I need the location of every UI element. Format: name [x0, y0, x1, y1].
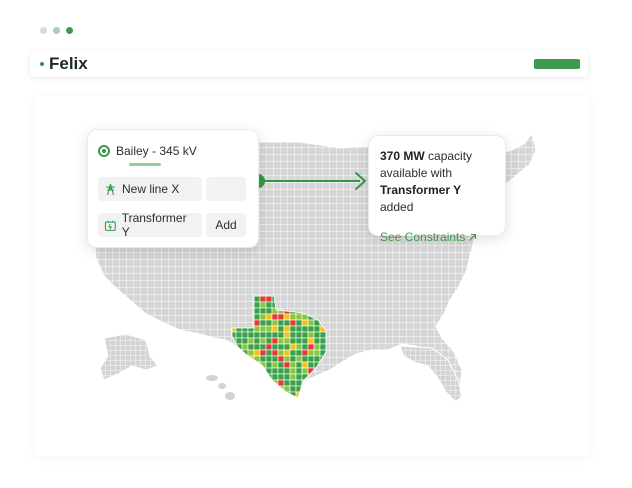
transformer-field[interactable]: Transformer Y	[98, 211, 202, 239]
capacity-suffix: added	[380, 200, 414, 214]
transmission-tower-icon	[106, 183, 115, 195]
capacity-text: capacity available with	[380, 149, 473, 180]
substation-label: Bailey - 345 kV	[116, 144, 197, 158]
capacity-value: 370 MW	[380, 149, 425, 163]
substation-selector[interactable]: Bailey - 345 kV	[98, 140, 248, 162]
add-transformer-button[interactable]: Add	[206, 213, 246, 237]
alaska	[99, 333, 159, 381]
app-title: Felix	[49, 54, 88, 73]
brand[interactable]: Felix	[40, 54, 88, 74]
see-constraints-label: See Constraints	[380, 230, 466, 244]
component-name: Transformer Y	[380, 183, 462, 197]
brand-dot-icon	[40, 62, 44, 66]
capacity-result-card: 370 MW capacity available with Transform…	[368, 135, 506, 244]
radio-icon[interactable]	[98, 145, 110, 157]
substation-underline	[129, 163, 161, 166]
arrow-up-right-icon	[469, 233, 477, 241]
texas-outline	[231, 295, 327, 399]
window-controls	[40, 27, 73, 34]
transformer-icon	[104, 220, 116, 231]
header-action-button[interactable]	[534, 59, 580, 69]
new-line-row: New line X	[98, 177, 248, 201]
texas-region[interactable]	[230, 290, 332, 404]
see-constraints-link[interactable]: See Constraints	[380, 229, 494, 246]
hawaii	[206, 375, 235, 400]
transformer-row: Transformer Y Add	[98, 211, 248, 239]
transformer-label: Transformer Y	[121, 211, 187, 239]
window-dot-minimize[interactable]	[53, 27, 60, 34]
window-dot-maximize[interactable]	[66, 27, 73, 34]
scenario-config-card: Bailey - 345 kV New line X Transformer Y…	[87, 129, 259, 248]
florida	[399, 345, 463, 403]
app-header: Felix	[30, 51, 588, 77]
capacity-summary: 370 MW capacity available with Transform…	[380, 148, 494, 216]
window-dot-close[interactable]	[40, 27, 47, 34]
new-line-label: New line X	[122, 182, 180, 196]
new-line-field[interactable]: New line X	[98, 177, 202, 201]
new-line-action[interactable]	[206, 177, 246, 201]
connector-arrowhead-icon	[355, 172, 366, 190]
